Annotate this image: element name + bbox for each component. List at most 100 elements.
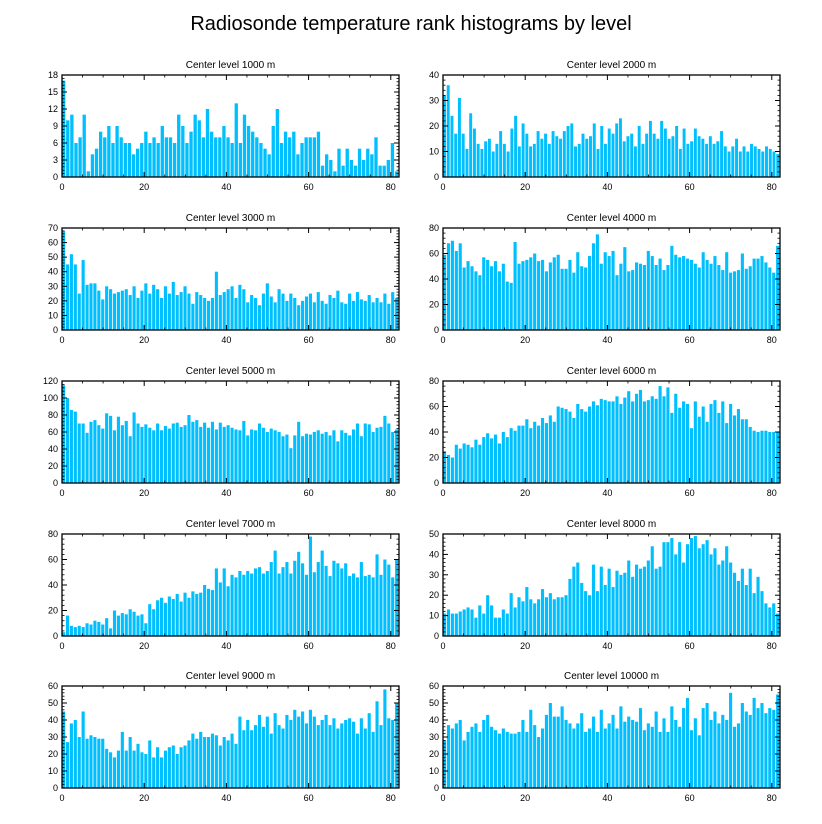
bar [105,286,109,330]
bar [387,303,391,330]
bar [93,283,97,330]
bar [678,542,682,636]
bar [454,444,458,483]
bar [587,595,592,636]
bar [246,720,250,788]
bar [509,282,513,330]
bar [756,258,760,330]
bar [324,303,328,330]
chart-panel-6: Center level 6000 m 0 20 40 60 80 0 20 40 60 80 [429,366,781,498]
y-tick-label: 15 [48,87,58,97]
x-tick-label: 40 [221,335,231,345]
bar [713,548,717,636]
bar [584,411,588,483]
bar [107,126,111,177]
bar [259,143,263,177]
bar [736,409,741,483]
bar [646,250,650,330]
bar [486,433,490,483]
bar [332,430,336,483]
bar [631,576,635,636]
bar [772,272,776,331]
bar [316,131,321,177]
bar [355,577,360,636]
bar [740,419,744,483]
bar [312,432,316,483]
x-tick-label: 60 [304,793,314,803]
bar [206,427,211,483]
bar [116,615,120,636]
bar [568,259,572,331]
bar [544,597,548,636]
bar [509,733,513,788]
bar [103,137,107,177]
bar [450,613,454,636]
y-tick-label: 12 [48,104,58,114]
bar [446,85,450,177]
bar [195,738,199,788]
y-tick-label: 0 [53,325,58,335]
bar [203,297,207,330]
bar [501,609,505,636]
bar [736,270,741,330]
bar [648,120,652,177]
bar [768,708,772,788]
bar [580,409,584,483]
bar [128,295,132,330]
x-tick-label: 0 [59,793,64,803]
bar [486,259,490,331]
bar [574,146,577,177]
x-tick-label: 20 [139,488,149,498]
bar [395,297,399,330]
bar [533,725,537,788]
bar [768,607,772,636]
bar [329,160,333,177]
bar [242,114,247,177]
bar [740,568,744,636]
bar [156,600,160,636]
bar [81,260,85,330]
bar [101,738,105,788]
bar [226,586,230,636]
y-tick-label: 50 [48,252,58,262]
bar [631,270,635,330]
bar [454,250,458,330]
bar [764,430,768,483]
bar [572,417,576,483]
bar [622,141,626,177]
bar [591,564,596,636]
bar [497,443,501,483]
bar [191,303,195,330]
bar [257,305,262,330]
bar [320,433,324,483]
bar [159,297,164,330]
bar [717,564,721,636]
x-tick-label: 0 [59,488,64,498]
bar [163,602,167,636]
bar [359,299,363,330]
bar [656,138,660,177]
y-tick-label: 60 [429,681,439,691]
bar [144,424,148,483]
bar [197,120,201,177]
bar [351,573,356,636]
bar [735,138,739,177]
bar [548,262,552,330]
bar [371,302,375,330]
bar [131,154,136,177]
x-tick-label: 60 [304,488,314,498]
bar [502,143,506,177]
bar [263,148,267,177]
bar [705,703,709,788]
bar [285,434,289,483]
bar [513,242,517,330]
bar [713,711,717,788]
bar [86,171,90,177]
bar [265,716,269,788]
bar [93,620,97,636]
bar [560,268,564,330]
bar [666,387,670,484]
bar [175,754,179,788]
bar [585,138,589,177]
bar [179,747,183,788]
